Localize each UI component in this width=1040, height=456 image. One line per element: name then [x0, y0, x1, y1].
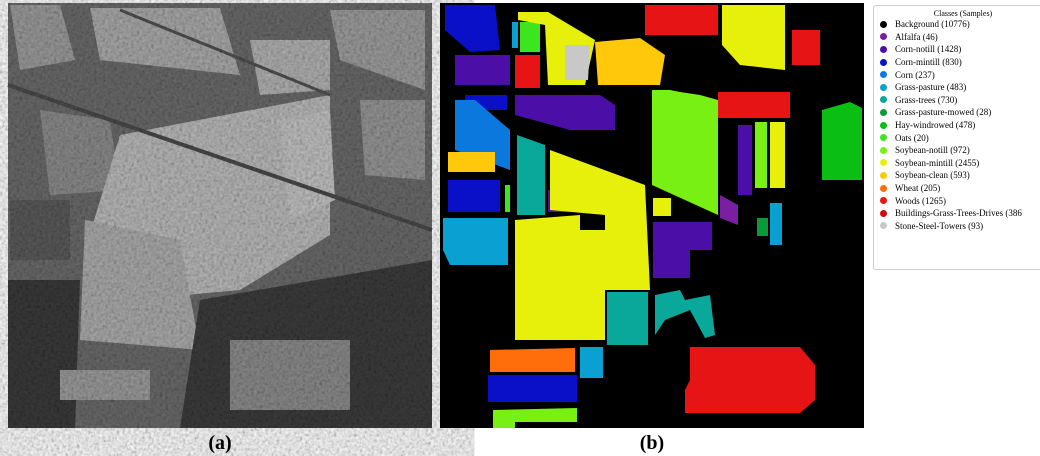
legend-swatch	[880, 134, 887, 141]
legend-label: Grass-trees (730)	[895, 95, 957, 105]
legend-item: Stone-Steel-Towers (93)	[874, 220, 1040, 233]
legend-item: Grass-trees (730)	[874, 94, 1040, 107]
legend-swatch	[880, 159, 887, 166]
figure: (a) (b) Classes (Samples) Background (10…	[0, 0, 1040, 456]
legend-item: Grass-pasture-mowed (28)	[874, 106, 1040, 119]
legend-swatch	[880, 84, 887, 91]
legend-swatch	[880, 210, 887, 217]
legend-label: Soybean-mintill (2455)	[895, 158, 979, 168]
legend-label: Background (10776)	[895, 19, 970, 29]
legend-label: Grass-pasture (483)	[895, 82, 966, 92]
legend-label: Corn-mintill (830)	[895, 57, 962, 67]
legend-label: Hay-windrowed (478)	[895, 120, 975, 130]
legend-item: Background (10776)	[874, 18, 1040, 31]
legend-item: Alfalfa (46)	[874, 31, 1040, 44]
legend-label: Oats (20)	[895, 133, 929, 143]
legend-swatch	[880, 46, 887, 53]
legend-item: Corn-notill (1428)	[874, 43, 1040, 56]
legend: Classes (Samples) Background (10776) Alfa…	[873, 5, 1040, 270]
legend-label: Corn-notill (1428)	[895, 44, 961, 54]
legend-swatch	[880, 147, 887, 154]
legend-swatch	[880, 59, 887, 66]
legend-label: Alfalfa (46)	[895, 32, 938, 42]
grayscale-image	[8, 3, 432, 428]
legend-swatch	[880, 222, 887, 229]
legend-swatch	[880, 172, 887, 179]
legend-swatch	[880, 185, 887, 192]
legend-item: Buildings-Grass-Trees-Drives (386	[874, 207, 1040, 220]
legend-item: Woods (1265)	[874, 194, 1040, 207]
legend-label: Woods (1265)	[895, 196, 946, 206]
legend-title: Classes (Samples)	[874, 9, 1040, 18]
legend-item: Oats (20)	[874, 131, 1040, 144]
legend-item: Grass-pasture (483)	[874, 81, 1040, 94]
legend-label: Soybean-notill (972)	[895, 145, 970, 155]
legend-item: Wheat (205)	[874, 182, 1040, 195]
legend-item: Soybean-notill (972)	[874, 144, 1040, 157]
legend-label: Stone-Steel-Towers (93)	[895, 221, 983, 231]
legend-label: Corn (237)	[895, 70, 935, 80]
legend-label: Soybean-clean (593)	[895, 170, 970, 180]
legend-swatch	[880, 109, 887, 116]
legend-swatch	[880, 71, 887, 78]
legend-item: Soybean-mintill (2455)	[874, 157, 1040, 170]
legend-swatch	[880, 21, 887, 28]
legend-label: Buildings-Grass-Trees-Drives (386	[895, 208, 1022, 218]
legend-label: Wheat (205)	[895, 183, 940, 193]
legend-swatch	[880, 122, 887, 129]
legend-swatch	[880, 33, 887, 40]
legend-item: Soybean-clean (593)	[874, 169, 1040, 182]
caption-b: (b)	[622, 432, 682, 455]
legend-swatch	[880, 96, 887, 103]
legend-item: Corn-mintill (830)	[874, 56, 1040, 69]
legend-item: Corn (237)	[874, 68, 1040, 81]
class-map	[440, 3, 864, 428]
legend-item: Hay-windrowed (478)	[874, 119, 1040, 132]
legend-swatch	[880, 197, 887, 204]
caption-a: (a)	[190, 432, 250, 455]
legend-label: Grass-pasture-mowed (28)	[895, 107, 991, 117]
